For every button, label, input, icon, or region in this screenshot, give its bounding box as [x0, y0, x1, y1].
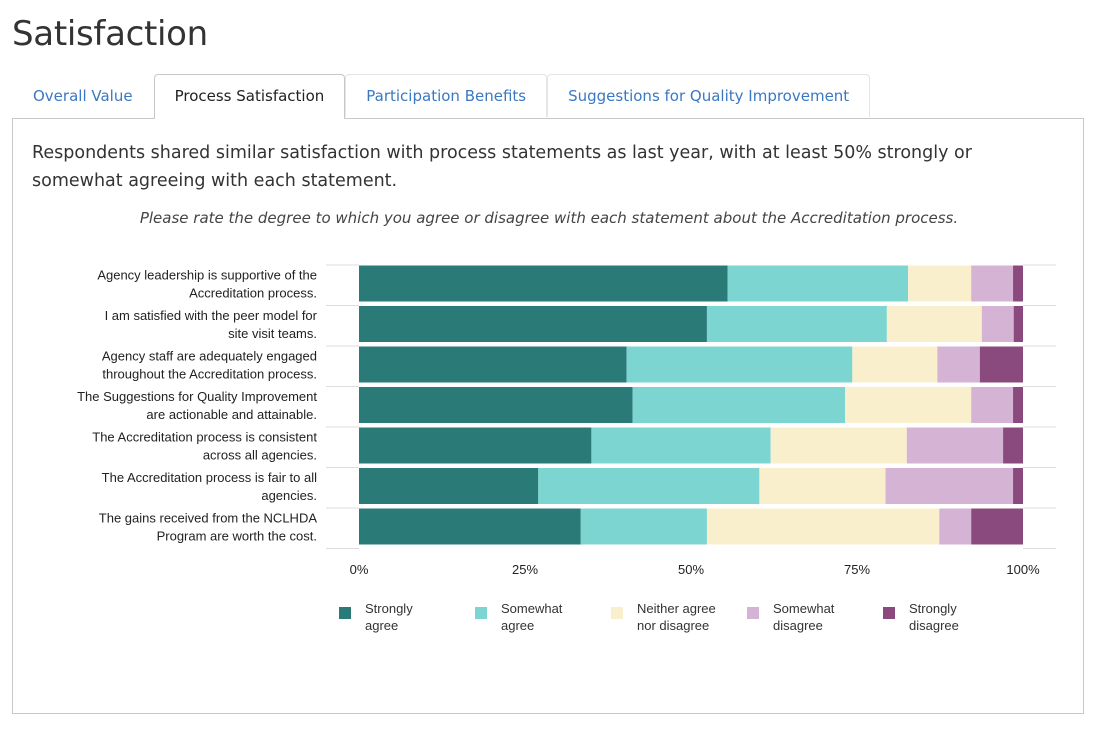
bar-segment-strongly-disagree: [1013, 265, 1023, 302]
bar-segment-strongly-agree: [359, 427, 592, 464]
category-label: I am satisfied with the peer model for si…: [105, 308, 318, 341]
tab-bar: Overall Value Process Satisfaction Parti…: [12, 74, 871, 119]
category-label: Agency staff are adequately engaged throu…: [102, 349, 317, 382]
bar-segment-neither: [886, 306, 982, 342]
category-label: Agency leadership is supportive of the Ac…: [97, 268, 317, 301]
legend-swatch: [611, 607, 623, 619]
bar-segment-somewhat-agree: [580, 508, 707, 545]
bar-segment-somewhat-agree: [632, 387, 846, 423]
bar-segment-strongly-agree: [359, 468, 539, 504]
bar-segment-neither: [759, 468, 886, 504]
bar-segment-strongly-disagree: [1013, 468, 1023, 504]
category-label-line: The Accreditation process is consistent: [92, 430, 317, 445]
bar-segment-strongly-agree: [359, 306, 707, 342]
bar-segment-somewhat-disagree: [906, 427, 1004, 464]
legend-label: Somewhat disagree: [773, 601, 835, 633]
bar-segment-neither: [908, 265, 972, 302]
summary-text: Respondents shared similar satisfaction …: [32, 143, 972, 191]
category-label: The Accreditation process is consistent a…: [92, 430, 317, 463]
bar-segment-strongly-disagree: [971, 508, 1023, 545]
page-title: Satisfaction: [12, 14, 208, 54]
bar-segment-somewhat-agree: [706, 306, 887, 342]
bar-segment-neither: [770, 427, 907, 464]
category-label-line: agencies.: [261, 488, 317, 503]
x-tick-label: 75%: [844, 562, 870, 577]
tab-overall-value[interactable]: Overall Value: [12, 74, 154, 117]
chart-legend: Strongly agree Somewhat agree Neither agre…: [339, 600, 1019, 634]
legend-label: Somewhat agree: [501, 601, 563, 633]
category-label: The Accreditation process is fair to all…: [102, 470, 317, 503]
bar-segment-somewhat-disagree: [937, 346, 980, 383]
legend-label: Strongly disagree: [909, 601, 959, 633]
x-tick-label: 100%: [1006, 562, 1040, 577]
bar-segment-somewhat-disagree: [981, 306, 1014, 342]
stacked-bar-chart: Agency leadership is supportive of the Ac…: [77, 264, 1056, 577]
category-label-line: Agency leadership is supportive of the: [97, 268, 317, 283]
legend-label: Neither agree nor disagree: [637, 601, 716, 633]
legend-swatch: [475, 607, 487, 619]
bar-segment-neither: [706, 508, 940, 545]
bar-segment-strongly-disagree: [1013, 306, 1023, 342]
category-label-line: Agency staff are adequately engaged: [102, 349, 317, 364]
category-label-line: The Suggestions for Quality Improvement: [77, 389, 317, 404]
bar-segment-somewhat-agree: [727, 265, 909, 302]
legend-item: Somewhat agree: [475, 600, 589, 634]
tab-panel: Respondents shared similar satisfaction …: [12, 118, 1084, 714]
bar-segment-strongly-agree: [359, 508, 581, 545]
legend-item: Neither agree nor disagree: [611, 600, 725, 634]
bar-segment-strongly-disagree: [1003, 427, 1023, 464]
bar-segment-somewhat-agree: [538, 468, 760, 504]
bar-segment-somewhat-agree: [591, 427, 771, 464]
category-label-line: The Accreditation process is fair to all: [102, 470, 317, 485]
x-tick-label: 0%: [350, 562, 369, 577]
category-label-line: site visit teams.: [228, 326, 317, 341]
bar-segment-strongly-agree: [359, 265, 728, 302]
category-label-line: across all agencies.: [203, 448, 317, 463]
bar-segment-neither: [845, 387, 972, 423]
bar-segment-somewhat-disagree: [971, 387, 1014, 423]
legend-item: Strongly agree: [339, 600, 453, 634]
bar-segment-neither: [852, 346, 938, 383]
legend-swatch: [883, 607, 895, 619]
category-label-line: are actionable and attainable.: [146, 407, 317, 422]
bar-segment-somewhat-disagree: [939, 508, 972, 545]
x-tick-label: 25%: [512, 562, 538, 577]
bar-segment-strongly-disagree: [979, 346, 1023, 383]
legend-item: Somewhat disagree: [747, 600, 861, 634]
x-tick-label: 50%: [678, 562, 704, 577]
category-label: The gains received from the NCLHDA Progra…: [99, 511, 318, 544]
bar-segment-somewhat-disagree: [885, 468, 1014, 504]
bar-segment-strongly-disagree: [1013, 387, 1023, 423]
tab-suggestions-quality-improvement[interactable]: Suggestions for Quality Improvement: [547, 74, 871, 117]
bar-segment-strongly-agree: [359, 387, 633, 423]
category-label: The Suggestions for Quality Improvement a…: [77, 389, 317, 422]
survey-question: Please rate the degree to which you agre…: [139, 209, 959, 227]
category-label-line: I am satisfied with the peer model for: [105, 308, 318, 323]
bar-segment-strongly-agree: [359, 346, 627, 383]
category-label-line: Program are worth the cost.: [157, 529, 317, 544]
legend-item: Strongly disagree: [883, 600, 997, 634]
legend-label: Strongly agree: [365, 601, 413, 633]
bar-segment-somewhat-disagree: [971, 265, 1014, 302]
category-label-line: The gains received from the NCLHDA: [99, 511, 318, 526]
tab-process-satisfaction[interactable]: Process Satisfaction: [153, 74, 346, 119]
category-label-line: Accreditation process.: [189, 286, 317, 301]
category-label-line: throughout the Accreditation process.: [102, 367, 317, 382]
legend-swatch: [747, 607, 759, 619]
legend-swatch: [339, 607, 351, 619]
bar-segment-somewhat-agree: [626, 346, 853, 383]
tab-participation-benefits[interactable]: Participation Benefits: [345, 74, 548, 117]
